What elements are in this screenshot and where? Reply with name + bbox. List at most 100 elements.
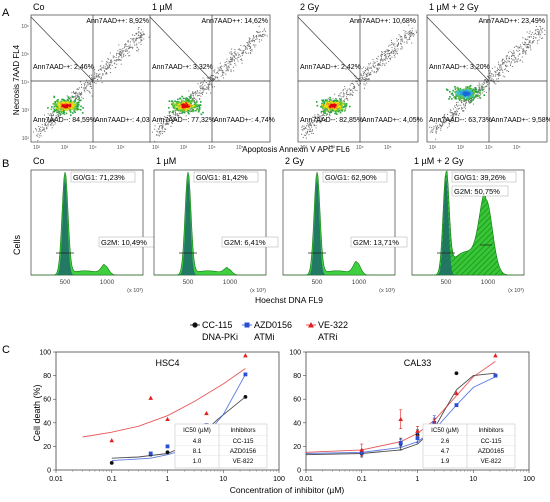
flow-dot (182, 109, 184, 112)
flow-dot (86, 81, 88, 83)
flow-dot (35, 128, 37, 130)
flow-dot (51, 124, 53, 126)
flow-dot (363, 74, 365, 76)
flow-dot (162, 122, 164, 124)
flow-dot (91, 78, 93, 80)
ic50-inhibitor: VE-822 (481, 458, 502, 465)
flow-dot (214, 69, 216, 71)
flow-dot (121, 51, 123, 53)
flow-dot (130, 46, 132, 48)
flow-dot (249, 38, 251, 40)
flow-dot (527, 43, 529, 45)
flow-dot (126, 46, 128, 48)
flow-dot (458, 97, 460, 99)
flow-dot (201, 84, 203, 86)
flow-dot (38, 130, 40, 132)
x-tick-1000: 1000 (352, 279, 367, 286)
flow-dot (410, 35, 412, 37)
flow-dot (535, 37, 537, 39)
flow-dot (57, 110, 59, 112)
flow-dot (85, 87, 87, 89)
flow-dot (176, 113, 178, 115)
flow-dot (43, 128, 45, 130)
flow-dot (87, 82, 89, 84)
flow-dot (341, 108, 344, 111)
flow-dot (409, 38, 411, 40)
flow-dot (435, 122, 437, 124)
flow-dot (94, 72, 96, 74)
flow-dot (344, 107, 347, 109)
flow-dot (513, 59, 515, 61)
flow-dot (202, 111, 204, 114)
flow-dot (168, 100, 171, 102)
flow-dot (174, 112, 176, 114)
x-tick-500: 500 (60, 279, 71, 286)
flow-dot (303, 134, 305, 136)
flow-dot (460, 96, 462, 99)
ic50-value: 4.8 (193, 438, 202, 445)
flow-dot (190, 99, 192, 101)
flow-dot (93, 76, 95, 78)
flow-dot (222, 70, 224, 72)
flow-dot (373, 71, 375, 73)
quadrant-label-lower-left: Ann7AAD--: 63,73% (429, 117, 492, 124)
flow-dot (99, 69, 101, 71)
flow-dot (199, 101, 202, 103)
flow-dot (236, 54, 238, 56)
flow-dot (91, 95, 93, 97)
flow-dot (451, 121, 453, 123)
flow-dot (514, 56, 516, 58)
flow-dot (75, 92, 77, 94)
flow-dot (225, 70, 227, 72)
flow-dot (167, 115, 169, 117)
flow-dot (178, 109, 181, 112)
ic50-inhibitor: CC-115 (233, 438, 254, 445)
flow-dot (222, 72, 224, 74)
flow-dot (469, 84, 472, 87)
flow-dot (497, 81, 499, 83)
flow-dot (160, 118, 162, 120)
flow-dot (73, 110, 75, 112)
flow-dot (345, 93, 347, 95)
flow-dot (189, 100, 192, 102)
flow-dot (73, 101, 75, 104)
flow-dot (468, 93, 471, 96)
flow-dot (76, 101, 79, 104)
flow-dot (107, 66, 109, 68)
flow-dot (479, 96, 481, 99)
flow-dot (369, 67, 371, 69)
flow-dot (202, 86, 204, 88)
flow-dot (251, 49, 253, 51)
flow-dot (75, 108, 78, 111)
flow-dot (540, 29, 542, 31)
flow-dot (163, 131, 165, 133)
flow-dot (448, 122, 450, 124)
flow-dot (47, 113, 49, 115)
flow-dot (455, 113, 457, 115)
flow-dot (241, 52, 243, 54)
flow-dot (368, 74, 370, 76)
flow-dot (398, 44, 400, 46)
flow-dot (451, 118, 453, 120)
flow-dot (463, 96, 466, 98)
flow-dot (389, 58, 391, 60)
flow-dot (213, 86, 215, 88)
flow-dot (253, 35, 255, 37)
flow-dot (142, 33, 144, 35)
flow-dot (435, 126, 437, 128)
flow-dot (537, 29, 539, 31)
flow-dot (105, 72, 107, 74)
flow-dot (442, 117, 444, 119)
flow-dot (176, 101, 179, 103)
flow-dot (137, 37, 139, 39)
flow-dot (362, 77, 364, 79)
flow-dot (175, 109, 178, 111)
flow-dot (98, 73, 100, 75)
flow-dot (185, 109, 187, 112)
flow-dot (199, 90, 201, 92)
flow-dot (103, 70, 105, 72)
histogram-area (283, 172, 395, 276)
